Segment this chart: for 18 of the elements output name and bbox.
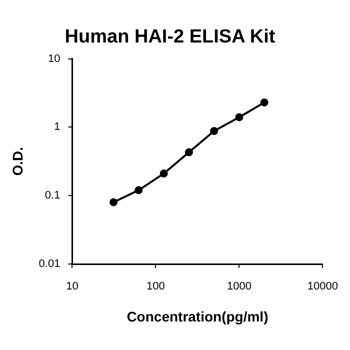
y-tick-label: 10 — [48, 52, 60, 65]
point — [210, 127, 218, 135]
point — [160, 170, 168, 178]
y-axis-title: O.D. — [9, 147, 26, 176]
point — [110, 198, 118, 206]
x-axis-title: Concentration(pg/ml) — [126, 308, 268, 324]
point — [260, 98, 268, 106]
y-tick-label: 0.01 — [38, 258, 60, 270]
y-tick-label: 0.1 — [44, 190, 60, 202]
chart-title: Human HAI-2 ELISA Kit — [64, 26, 276, 48]
x-tick-label: 10 — [66, 280, 78, 293]
y-tick-label: 1 — [54, 121, 60, 134]
point — [134, 186, 143, 194]
x-tick-label: 100 — [146, 280, 165, 293]
x-tick-label: 1000 — [226, 280, 252, 293]
point — [184, 148, 193, 156]
point — [235, 113, 244, 122]
x-tick-label: 10000 — [307, 280, 338, 293]
